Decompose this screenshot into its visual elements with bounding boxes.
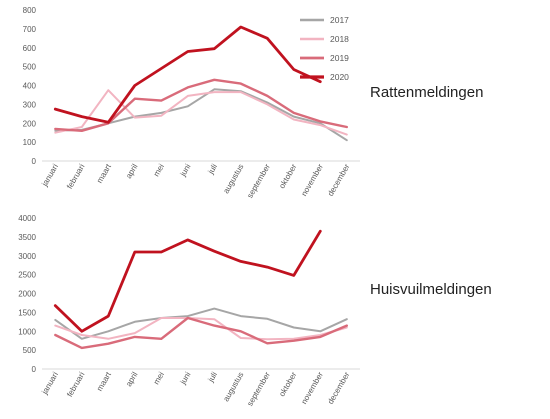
ratten-y-tick-label: 400 <box>23 82 37 91</box>
ratten-y-tick-label: 0 <box>32 157 37 166</box>
ratten-y-tick-label: 800 <box>23 6 37 15</box>
ratten-x-tick-label: januari <box>40 162 60 188</box>
ratten-series-line-2018 <box>54 89 348 136</box>
ratten-x-tick-label: oktober <box>277 162 298 190</box>
huisvuil-x-tick-label: maart <box>95 370 113 393</box>
ratten-series-line-2020 <box>53 25 322 124</box>
huisvuil-x-tick-label: juli <box>206 370 219 384</box>
ratten-x-tick-label: juni <box>178 162 193 178</box>
ratten-x-tick-label: december <box>326 162 352 198</box>
huisvuil-series-line-2018 <box>54 317 348 341</box>
ratten-legend-label-2020: 2020 <box>330 72 349 82</box>
ratten-legend-label-2018: 2018 <box>330 34 349 44</box>
ratten-x-tick-label: augustus <box>221 163 245 196</box>
huisvuil-y-tick-label: 0 <box>32 365 37 374</box>
huisvuil-x-tick-label: november <box>299 370 325 406</box>
huisvuil-y-tick-label: 1500 <box>18 308 36 317</box>
huisvuil-x-tick-label: oktober <box>277 370 298 398</box>
chart-title-huisvuilmeldingen: Huisvuilmeldingen <box>370 281 492 298</box>
huisvuil-y-tick-label: 2000 <box>18 290 36 299</box>
ratten-x-tick-label: april <box>124 162 139 180</box>
huisvuil-y-tick-label: 4000 <box>18 214 36 223</box>
ratten-y-tick-label: 700 <box>23 25 37 34</box>
huisvuil-x-tick-label: april <box>124 370 139 388</box>
huisvuil-y-tick-label: 500 <box>23 346 37 355</box>
ratten-x-tick-label: maart <box>95 162 113 185</box>
ratten-y-tick-label: 100 <box>23 138 37 147</box>
ratten-x-tick-label: september <box>245 162 272 200</box>
ratten-y-tick-label: 600 <box>23 44 37 53</box>
huisvuil-series-line-2020 <box>53 229 322 333</box>
ratten-x-tick-label: februari <box>65 162 86 190</box>
ratten-legend-label-2019: 2019 <box>330 53 349 63</box>
ratten-y-tick-label: 200 <box>23 119 37 128</box>
huisvuil-x-tick-label: februari <box>65 370 86 398</box>
ratten-y-tick-label: 500 <box>23 63 37 72</box>
huisvuil-x-tick-label: augustus <box>221 371 245 404</box>
huisvuil-y-tick-label: 2500 <box>18 271 36 280</box>
huisvuil-x-tick-label: januari <box>40 370 60 396</box>
huisvuil-series-line-2017 <box>54 307 348 340</box>
ratten-x-tick-label: november <box>299 162 325 198</box>
huisvuil-x-tick-label: mei <box>152 370 166 386</box>
huisvuil-y-tick-label: 3000 <box>18 252 36 261</box>
chart-title-rattenmeldingen: Rattenmeldingen <box>370 84 484 101</box>
huisvuil-x-tick-label: september <box>245 370 272 408</box>
ratten-y-tick-label: 300 <box>23 100 37 109</box>
huisvuil-y-tick-label: 3500 <box>18 233 36 242</box>
ratten-x-tick-label: juli <box>206 162 219 176</box>
huisvuil-x-tick-label: juni <box>178 370 193 386</box>
ratten-series-line-2019 <box>54 78 348 132</box>
ratten-x-tick-label: mei <box>152 162 166 178</box>
huisvuil-x-tick-label: december <box>326 370 352 406</box>
huisvuil-series-line-2019 <box>54 316 348 350</box>
ratten-legend-label-2017: 2017 <box>330 15 349 25</box>
huisvuil-y-tick-label: 1000 <box>18 327 36 336</box>
